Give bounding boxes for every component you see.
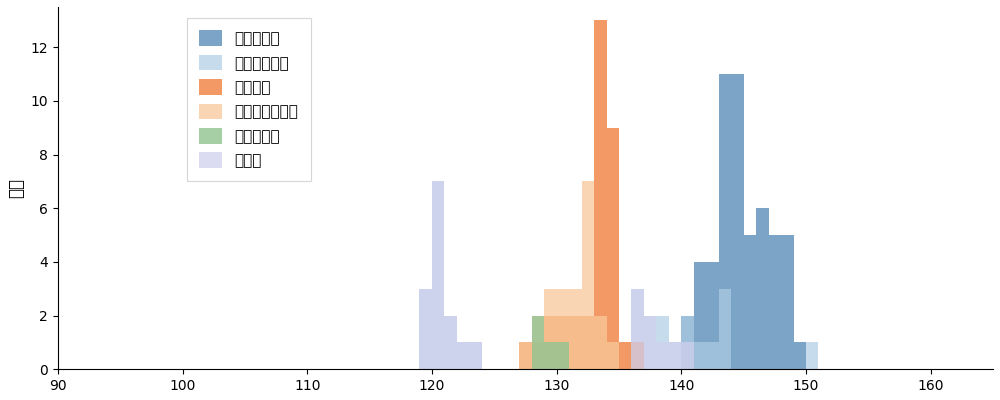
Bar — [781, 235, 794, 369]
Bar — [582, 316, 594, 369]
Bar — [519, 342, 532, 369]
Bar — [719, 289, 731, 369]
Bar — [769, 235, 781, 369]
Bar — [544, 316, 557, 369]
Bar — [469, 342, 482, 369]
Bar — [532, 342, 544, 369]
Bar — [656, 342, 669, 369]
Bar — [694, 342, 706, 369]
Bar — [594, 20, 607, 369]
Bar — [432, 182, 444, 369]
Bar — [756, 208, 769, 369]
Bar — [644, 316, 656, 369]
Bar — [469, 342, 482, 369]
Bar — [681, 342, 694, 369]
Bar — [544, 342, 557, 369]
Bar — [681, 316, 694, 369]
Bar — [532, 316, 544, 369]
Bar — [569, 289, 582, 369]
Bar — [519, 342, 532, 369]
Bar — [444, 316, 457, 369]
Bar — [719, 74, 731, 369]
Bar — [457, 342, 469, 369]
Bar — [619, 342, 631, 369]
Bar — [557, 289, 569, 369]
Bar — [607, 128, 619, 369]
Bar — [694, 262, 706, 369]
Bar — [669, 342, 681, 369]
Bar — [557, 316, 569, 369]
Bar — [731, 74, 744, 369]
Bar — [582, 182, 594, 369]
Bar — [419, 289, 432, 369]
Bar — [557, 342, 569, 369]
Bar — [444, 316, 457, 369]
Bar — [607, 342, 619, 369]
Y-axis label: 球数: 球数 — [7, 178, 25, 198]
Bar — [706, 262, 719, 369]
Bar — [569, 316, 582, 369]
Bar — [669, 342, 681, 369]
Bar — [794, 342, 806, 369]
Bar — [631, 289, 644, 369]
Bar — [706, 342, 719, 369]
Bar — [656, 316, 669, 369]
Bar — [544, 289, 557, 369]
Bar — [681, 316, 694, 369]
Bar — [457, 342, 469, 369]
Bar — [594, 316, 607, 369]
Legend: ストレート, カットボール, フォーク, チェンジアップ, スライダー, カーブ: ストレート, カットボール, フォーク, チェンジアップ, スライダー, カーブ — [187, 18, 311, 180]
Bar — [631, 342, 644, 369]
Bar — [644, 316, 656, 369]
Bar — [419, 289, 432, 369]
Bar — [432, 182, 444, 369]
Bar — [806, 342, 818, 369]
Bar — [631, 289, 644, 369]
Bar — [532, 316, 544, 369]
Bar — [744, 235, 756, 369]
